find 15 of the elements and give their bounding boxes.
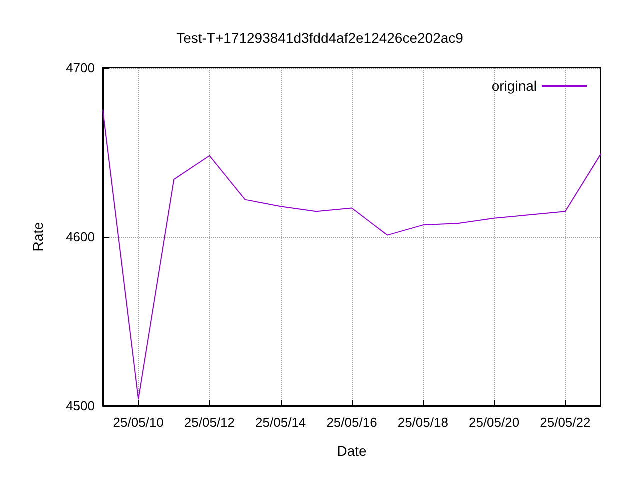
- x-tick-label: 25/05/20: [468, 415, 520, 430]
- y-axis-title: Rate: [30, 222, 46, 252]
- x-tick-label: 25/05/10: [113, 415, 164, 430]
- x-tick-label: 25/05/14: [256, 415, 306, 430]
- legend-label: original: [492, 78, 537, 94]
- x-tick-label: 25/05/18: [398, 415, 448, 430]
- x-tick-label: 25/05/12: [184, 415, 236, 430]
- x-axis-title: Date: [337, 443, 367, 459]
- chart-title: Test-T+171293841d3fdd4af2e12426ce202ac9: [176, 30, 464, 46]
- x-tick-label: 25/05/16: [326, 415, 378, 430]
- line-series: [102, 110, 602, 400]
- y-tick-label: 4500: [66, 398, 95, 414]
- x-tick-label: 25/05/22: [540, 415, 591, 430]
- y-tick-label: 4700: [66, 60, 95, 76]
- y-tick-label: 4600: [66, 230, 95, 244]
